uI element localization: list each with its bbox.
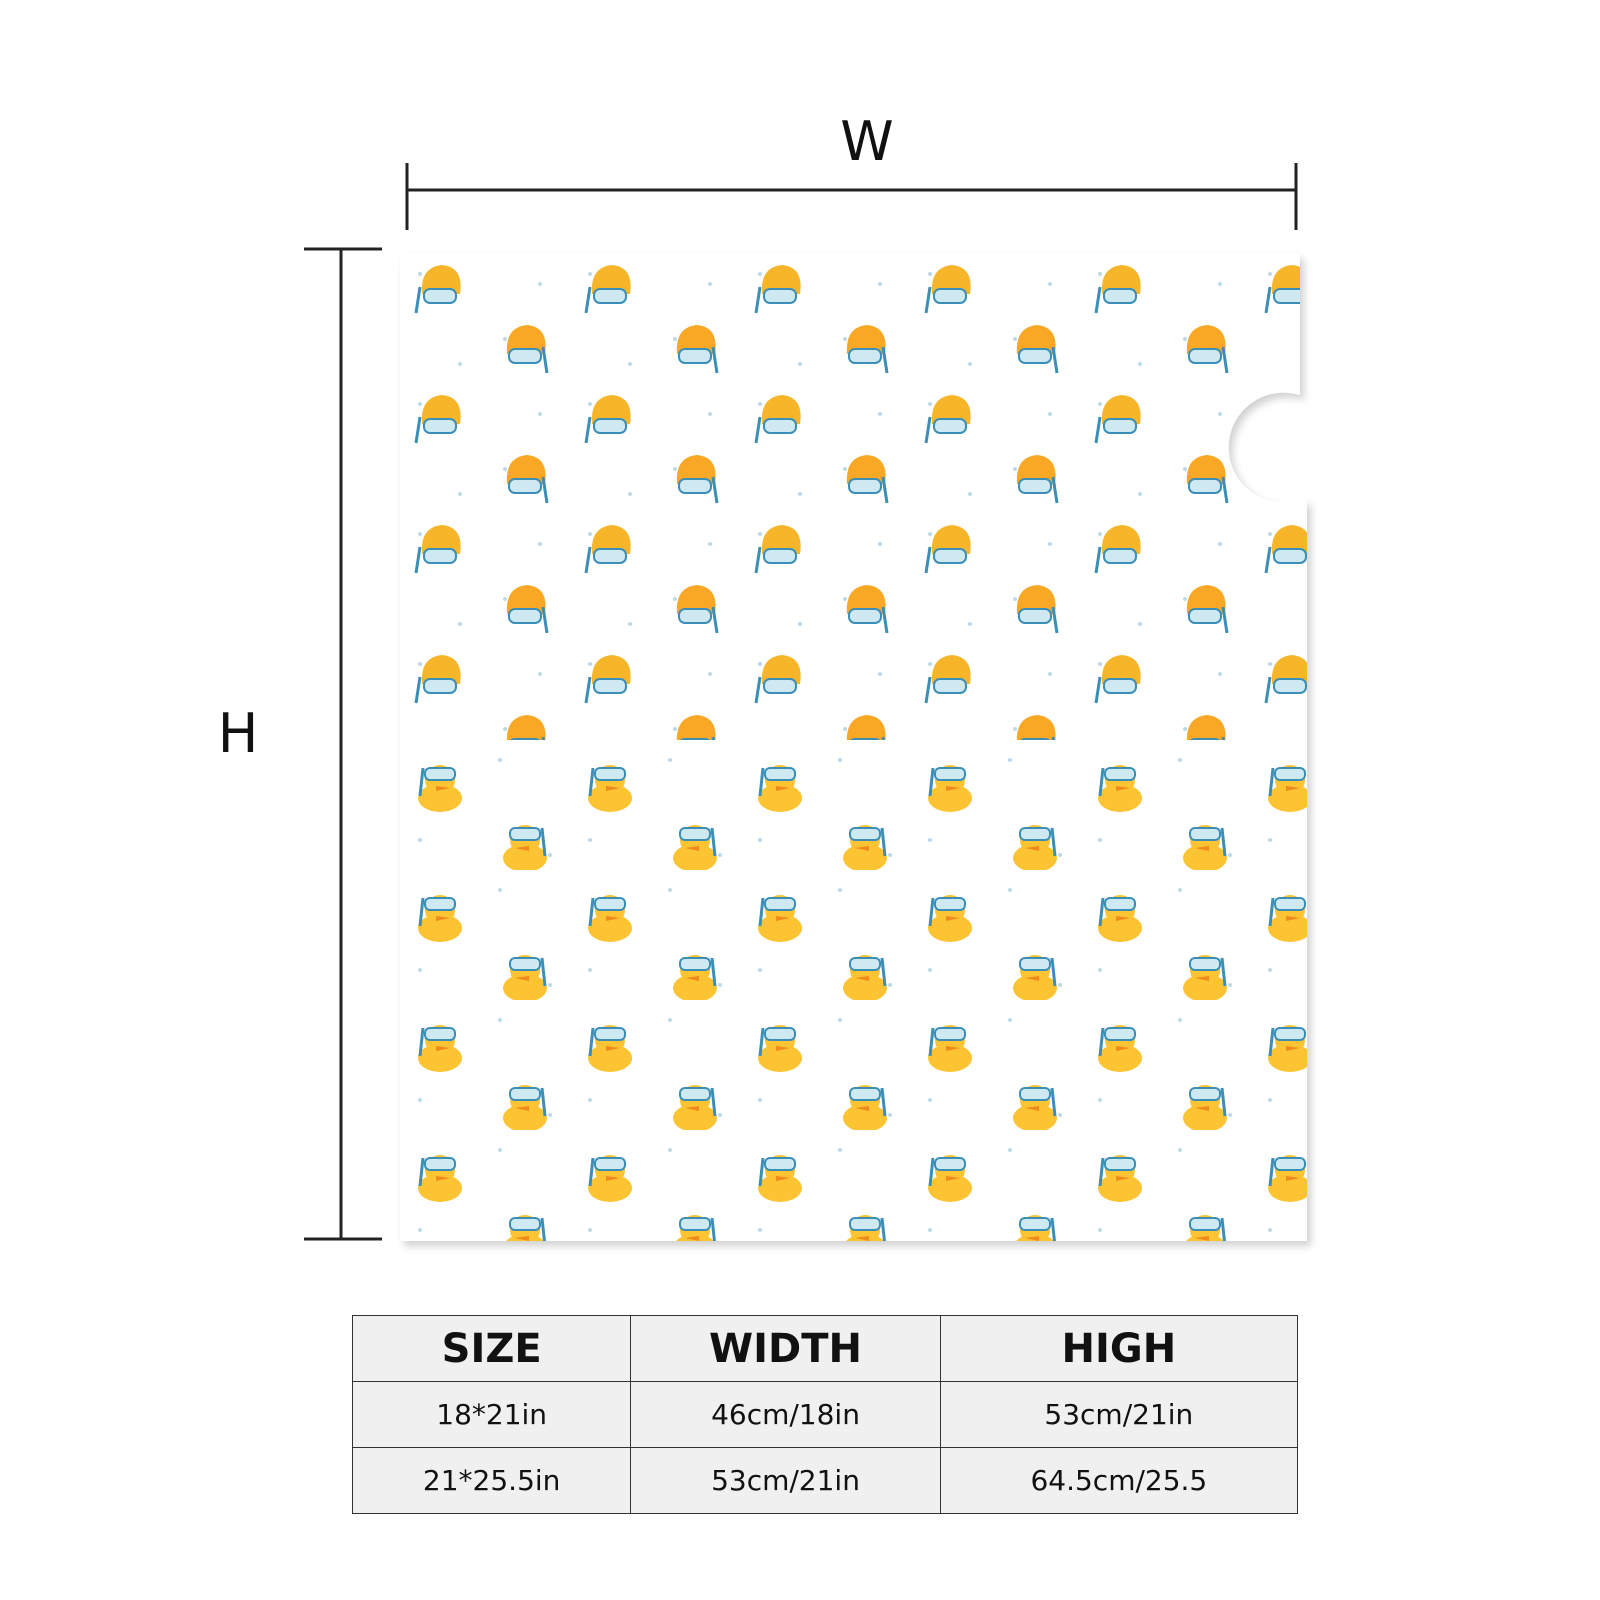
mailbox-cover [400,254,1307,1241]
header-cell: HIGH [939,1315,1299,1382]
cell: 18*21in [351,1381,632,1448]
size-table: SIZE WIDTH HIGH 18*21in 46cm/18in 53cm/2… [351,1315,1299,1514]
header-cell: SIZE [351,1315,632,1382]
cell: 64.5cm/25.5 [939,1447,1299,1514]
height-label: H [218,702,259,765]
cell: 53cm/21in [939,1381,1299,1448]
header-cell: WIDTH [630,1315,941,1382]
header-row: SIZE WIDTH HIGH [351,1315,1299,1382]
cell: 21*25.5in [351,1447,632,1514]
cell: 46cm/18in [630,1381,941,1448]
width-label: W [840,110,893,173]
row: 21*25.5in 53cm/21in 64.5cm/25.5 [351,1447,1299,1514]
cell: 53cm/21in [630,1447,941,1514]
row: 18*21in 46cm/18in 53cm/21in [351,1381,1299,1448]
